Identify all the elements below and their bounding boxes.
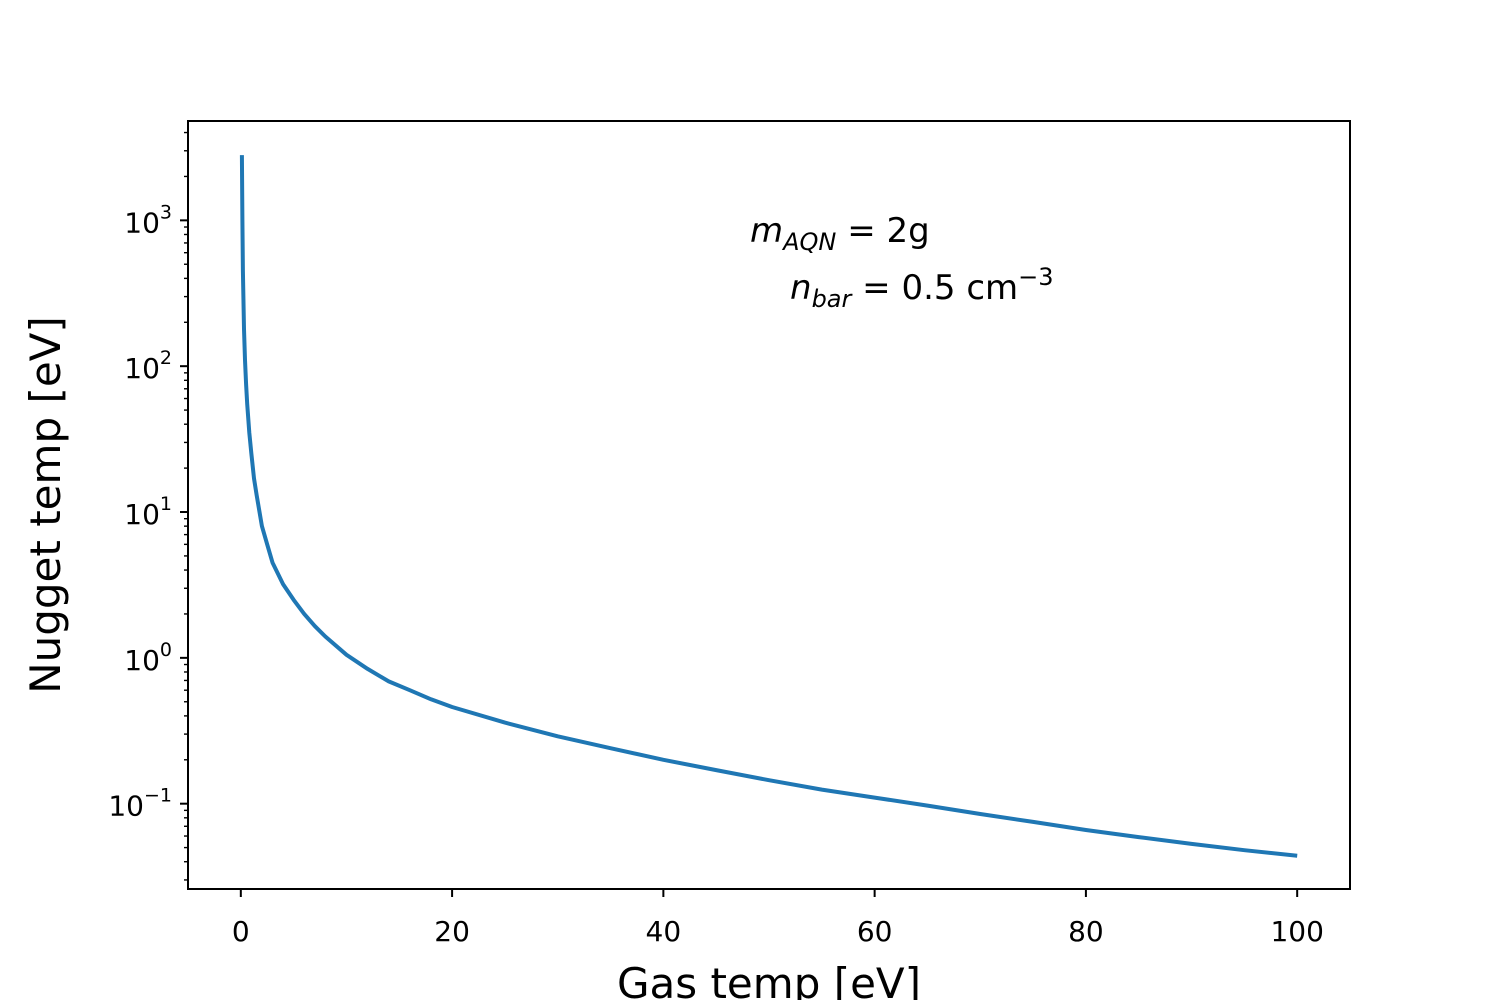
- annotation-density-rest: = 0.5 cm: [851, 268, 1018, 308]
- y-tick-label: 10−1: [108, 785, 172, 823]
- y-tick-label: 103: [124, 201, 172, 239]
- x-tick-label: 20: [434, 915, 470, 948]
- x-axis-title: Gas temp [eV]: [617, 959, 921, 1000]
- y-tick-label: 102: [124, 347, 172, 385]
- series-line-0: [239, 155, 1298, 858]
- x-tick-label: 100: [1270, 915, 1323, 948]
- series-layer: [239, 155, 1298, 858]
- x-tick-label: 60: [857, 915, 893, 948]
- x-tick-label: 0: [232, 915, 250, 948]
- annotation-density-sup: −3: [1018, 263, 1053, 291]
- annotation-mass-sub: AQN: [781, 228, 836, 256]
- y-tick-label: 100: [124, 639, 172, 677]
- y-axis-title: Nugget temp [eV]: [21, 316, 70, 694]
- y-axis: 10−1 100 101 102 103: [108, 131, 188, 881]
- annotation-mass-var: m: [750, 211, 783, 251]
- annotation-mass: mAQN = 2g: [750, 211, 930, 256]
- x-tick-label: 40: [646, 915, 682, 948]
- annotation-density-var: n: [790, 268, 812, 308]
- x-axis: 0 20 40 60 80 100: [232, 889, 1324, 948]
- plot-frame: [187, 120, 1351, 890]
- annotation-density-sub: bar: [812, 285, 854, 313]
- y-tick-label: 101: [124, 493, 172, 531]
- annotation-density: nbar = 0.5 cm−3: [790, 263, 1054, 313]
- annotation-mass-rest: = 2g: [836, 211, 929, 251]
- x-tick-label: 80: [1068, 915, 1104, 948]
